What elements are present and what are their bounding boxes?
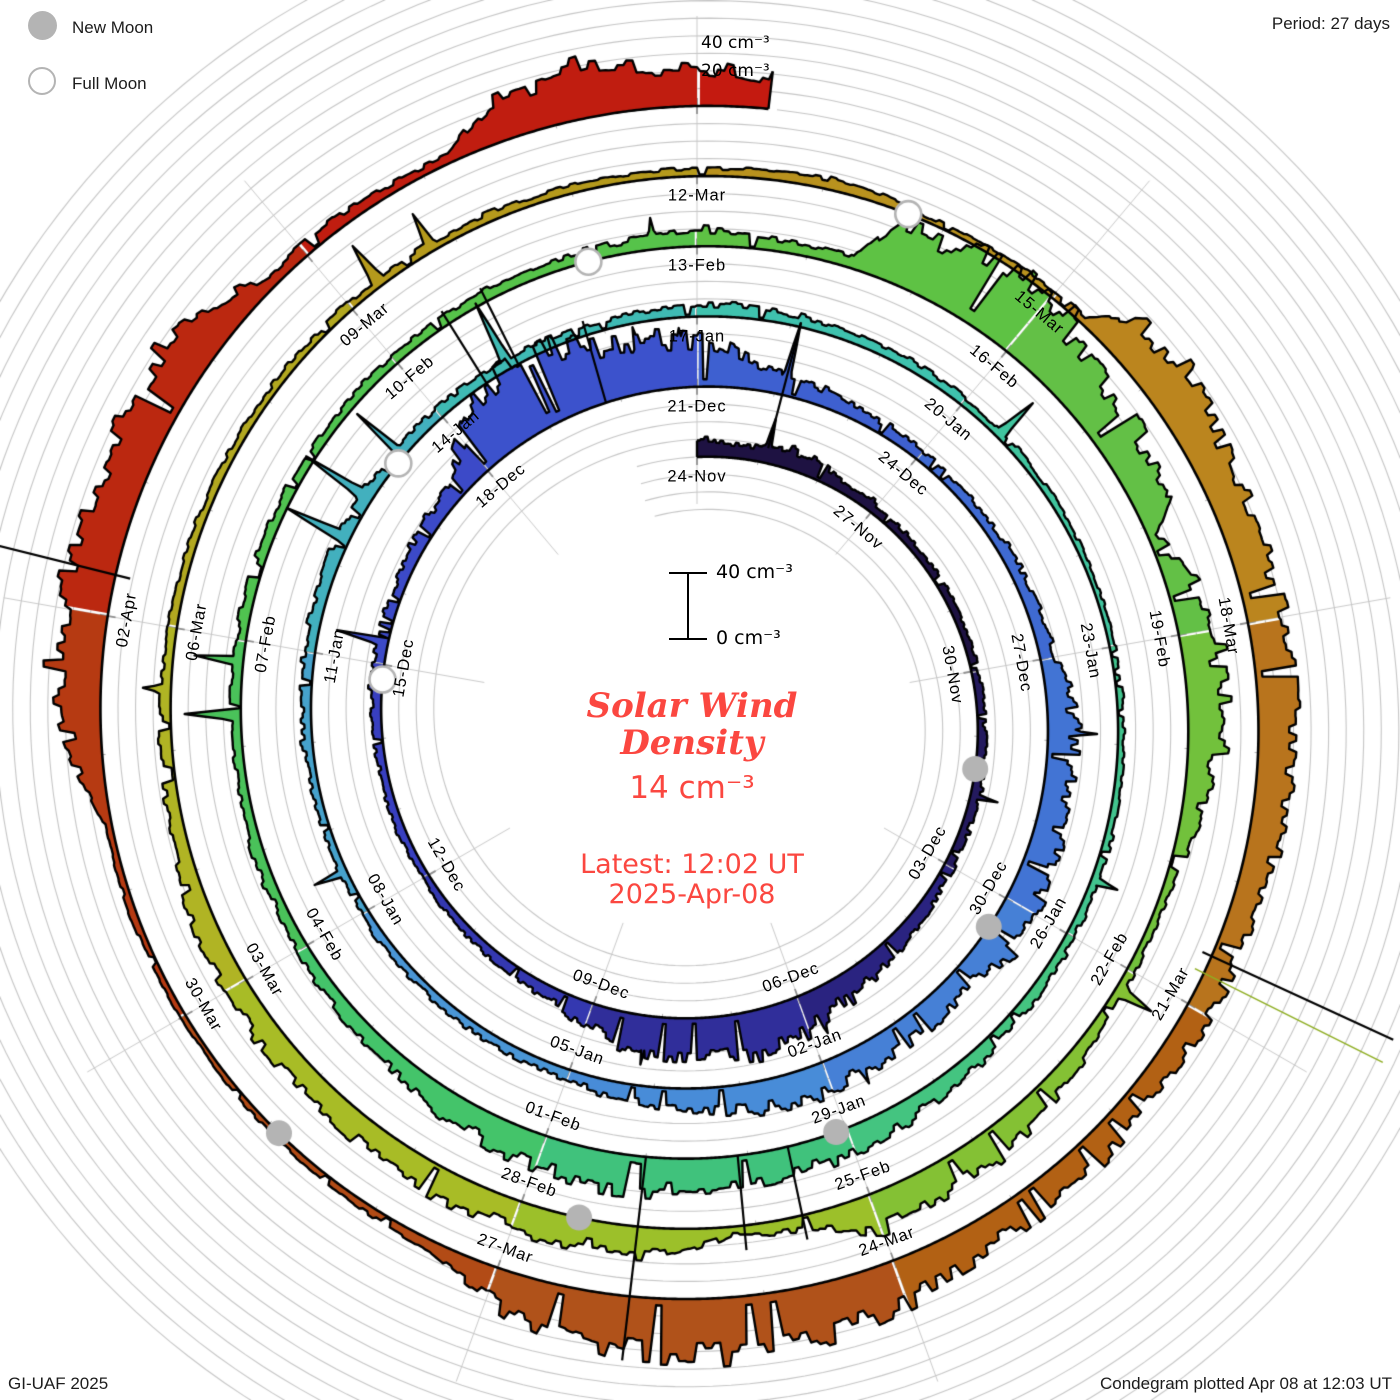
scale-bar-stem <box>687 573 690 640</box>
full-moon-icon <box>28 67 56 95</box>
latest-date-line: 2025-Apr-08 <box>608 879 776 910</box>
scale-bar-40-label: 40 cm⁻³ <box>716 561 793 583</box>
latest-timestamp: Latest: 12:02 UT 2025-Apr-08 <box>487 850 897 910</box>
chart-title: Solar Wind Density <box>487 688 897 762</box>
new-moon-label: New Moon <box>72 18 154 37</box>
outer-scale-40-label: 40 cm⁻³ <box>701 33 770 53</box>
chart-title-line2: Density <box>620 723 764 763</box>
plotted-timestamp: Condegram plotted Apr 08 at 12:03 UT <box>1099 1374 1392 1393</box>
current-value: 14 cm⁻³ <box>629 770 755 806</box>
center-annotation: Solar Wind Density 14 cm⁻³ Latest: 12:02… <box>487 688 897 910</box>
scale-bar-0-label: 0 cm⁻³ <box>716 627 781 649</box>
credit-label: GI-UAF 2025 <box>8 1374 109 1393</box>
period-label: Period: 27 days <box>1271 14 1390 33</box>
new-moon-icon <box>28 11 57 40</box>
scale-bar-top-tick <box>669 572 707 574</box>
chart-title-line1: Solar Wind <box>586 686 798 726</box>
full-moon-label: Full Moon <box>72 74 147 93</box>
latest-time-line: Latest: 12:02 UT <box>580 849 804 880</box>
scale-bar-bottom-tick <box>669 638 707 640</box>
outer-scale-20-label: 20 cm⁻³ <box>701 61 770 81</box>
